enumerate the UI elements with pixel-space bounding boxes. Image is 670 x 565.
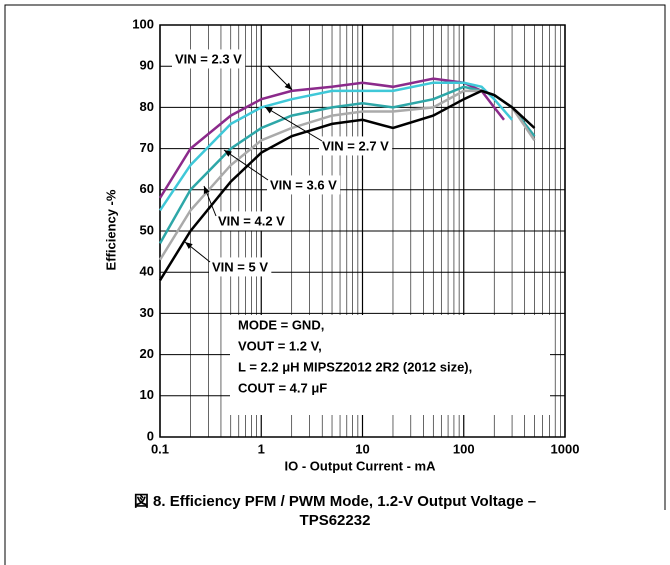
label-bg — [209, 257, 272, 277]
arrow-head — [284, 82, 292, 90]
annotation: L = 2.2 μH MIPSZ2012 2R2 (2012 size), — [238, 359, 472, 374]
x-tick-label: 0.1 — [151, 441, 169, 456]
y-tick-label: 100 — [132, 16, 154, 31]
label-bg — [267, 175, 341, 195]
y-tick-label: 10 — [140, 387, 154, 402]
y-tick-label: 70 — [140, 140, 154, 155]
label-bg — [172, 49, 246, 69]
series-line — [158, 89, 536, 261]
label-bg — [215, 211, 289, 231]
legend-label: VIN = 2.7 V — [322, 138, 389, 153]
annotation: COUT = 4.7 μF — [238, 380, 327, 395]
y-tick-label: 90 — [140, 58, 154, 73]
y-tick-label: 20 — [140, 346, 154, 361]
caption: 図 8. Efficiency PFM / PWM Mode, 1.2-V Ou… — [133, 493, 537, 510]
y-tick-label: 60 — [140, 181, 154, 196]
x-tick-label: 100 — [453, 441, 475, 456]
y-tick-label: 80 — [140, 99, 154, 114]
arrow-head — [203, 186, 210, 194]
arrow-line — [223, 149, 269, 181]
label-bg — [319, 136, 393, 156]
frame — [4, 4, 666, 565]
x-tick-label: 1 — [258, 441, 265, 456]
series-line — [158, 89, 536, 282]
y-tick-label: 30 — [140, 305, 154, 320]
series-line — [158, 81, 514, 212]
arrow-line — [264, 106, 323, 142]
legend-label: VIN = 3.6 V — [270, 177, 337, 192]
legend-label: VIN = 4.2 V — [218, 213, 285, 228]
y-tick-label: 50 — [140, 222, 154, 237]
x-tick-label: 1000 — [551, 441, 580, 456]
arrow-head — [224, 150, 232, 157]
annotation: MODE = GND, — [238, 317, 324, 332]
x-axis-title: IO - Output Current - mA — [285, 458, 437, 473]
y-axis-title: Efficiency -% — [103, 189, 118, 270]
arrow-head — [185, 242, 193, 250]
y-tick-label: 40 — [140, 264, 154, 279]
annotation-box — [230, 315, 550, 415]
plot-border — [159, 24, 566, 438]
arrow-head — [265, 107, 273, 114]
legend-label: VIN = 2.3 V — [175, 51, 242, 66]
x-tick-label: 10 — [355, 441, 369, 456]
y-tick-label: 0 — [147, 428, 154, 443]
annotation: VOUT = 1.2 V, — [238, 338, 322, 353]
legend-label: VIN = 5 V — [212, 259, 268, 274]
caption: TPS62232 — [299, 512, 371, 529]
